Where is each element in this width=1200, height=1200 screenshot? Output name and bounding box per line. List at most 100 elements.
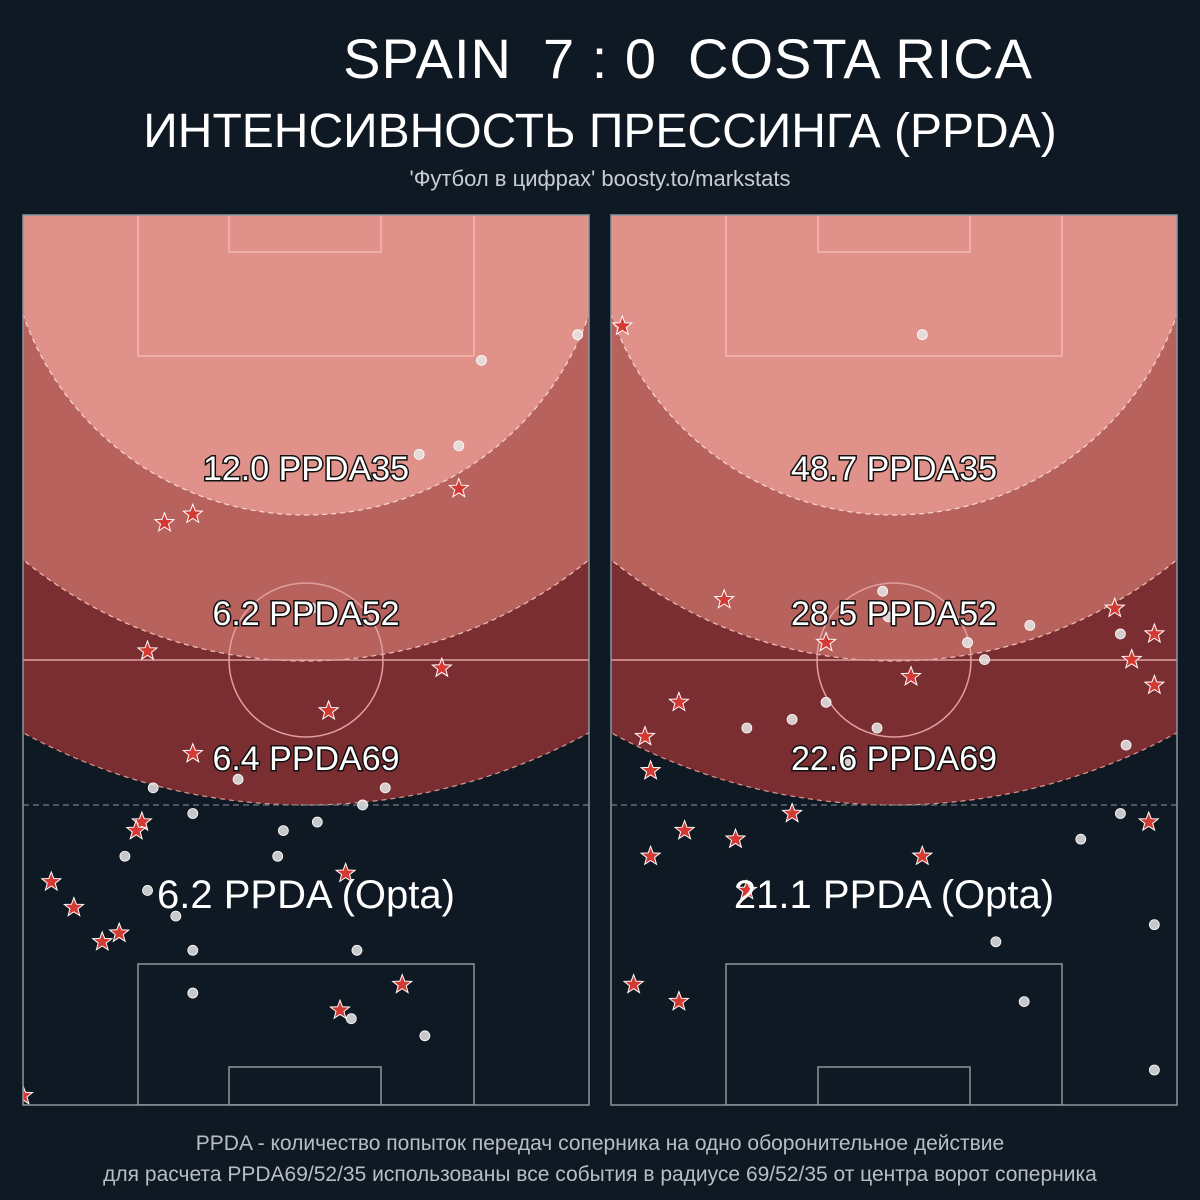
event-dot <box>142 885 153 896</box>
event-star <box>63 896 85 917</box>
penalty-box-bottom <box>137 963 475 1105</box>
away-team-name: COSTA RICA <box>688 27 1034 90</box>
event-dot <box>882 611 894 623</box>
home-team-name: SPAIN <box>343 27 512 90</box>
ppda69-label-away: 22.6 PPDA69 <box>791 740 997 778</box>
event-star <box>329 998 351 1020</box>
event-star <box>611 314 634 336</box>
event-dot <box>1018 996 1030 1007</box>
ppda-opta-label-away: 21.1 PPDA (Opta) <box>734 873 1054 917</box>
footer-notes: PPDA - количество попыток передач соперн… <box>0 1128 1200 1190</box>
ppda52-label-away: 28.5 PPDA52 <box>791 595 997 633</box>
event-dot <box>345 1013 357 1025</box>
event-star <box>130 810 153 832</box>
event-star <box>447 477 470 498</box>
ppda52-label-home: 6.2 PPDA52 <box>212 595 399 633</box>
event-star <box>181 742 204 763</box>
event-dot <box>170 910 182 922</box>
event-star <box>1143 673 1166 695</box>
event-dot <box>916 329 928 341</box>
event-dot <box>272 850 284 862</box>
event-dot <box>786 714 798 725</box>
six-yard-box-bottom <box>817 1066 971 1105</box>
event-star <box>136 639 159 661</box>
zone-35 <box>611 215 1177 515</box>
event-dot <box>871 722 883 734</box>
event-dot <box>147 782 159 794</box>
penalty-box-top <box>137 215 475 357</box>
event-star <box>23 1084 34 1105</box>
event-star <box>673 819 696 840</box>
source-credit: 'Футбол в цифрах' boosty.to/markstats <box>409 166 791 191</box>
match-title: SPAIN 7 : 0 COSTA RICA <box>0 26 1200 351</box>
event-star <box>430 656 453 678</box>
center-circle <box>228 582 384 738</box>
event-dot <box>232 773 244 785</box>
event-dot <box>1075 833 1087 845</box>
penalty-box-top <box>725 215 1063 357</box>
zone-35 <box>23 215 589 515</box>
event-star <box>639 759 662 780</box>
event-dot <box>311 816 323 828</box>
header: SPAIN 7 : 0 COSTA RICA ИНТЕНСИВНОСТЬ ПРЕ… <box>0 0 1200 210</box>
penalty-box-bottom <box>725 963 1063 1105</box>
event-star <box>153 511 176 533</box>
event-dot <box>877 585 889 597</box>
event-dot <box>741 722 753 734</box>
event-dot <box>277 825 289 836</box>
event-star <box>40 870 63 892</box>
center-circle <box>816 582 972 738</box>
event-dot <box>476 354 487 366</box>
event-star <box>391 973 414 994</box>
ppda69-label-home: 6.4 PPDA69 <box>212 740 399 778</box>
event-star <box>1137 810 1160 832</box>
event-dot <box>1115 628 1126 640</box>
event-dot <box>413 448 425 460</box>
event-dot <box>187 944 199 956</box>
pitch-panel-home: 12.0 PPDA35 6.2 PPDA52 6.4 PPDA69 6.2 PP… <box>22 214 590 1106</box>
event-dot <box>119 850 131 862</box>
pitch-outline-home <box>22 214 590 1106</box>
event-dot <box>187 808 199 819</box>
event-star <box>911 844 934 866</box>
event-dot <box>1024 620 1036 631</box>
event-dot <box>820 696 832 708</box>
event-dot <box>1120 739 1132 751</box>
event-star <box>634 725 656 746</box>
event-dot <box>843 756 855 768</box>
event-dot <box>379 782 391 794</box>
event-dot <box>962 637 973 648</box>
event-star <box>622 973 645 994</box>
event-star <box>1143 622 1166 644</box>
footer-line-2: для расчета PPDA69/52/35 использованы вс… <box>103 1163 1097 1186</box>
event-star <box>900 665 922 686</box>
pitch-outline-away <box>610 214 1178 1106</box>
pitch-panel-away: 48.7 PPDA35 28.5 PPDA52 22.6 PPDA69 21.1… <box>610 214 1178 1106</box>
event-dot <box>572 329 584 341</box>
event-star <box>1120 648 1143 669</box>
six-yard-box-top <box>228 215 382 253</box>
event-dot <box>306 602 318 614</box>
event-marks-home <box>23 329 584 1105</box>
event-dot <box>419 1030 431 1042</box>
match-score: 7 : 0 <box>543 27 657 90</box>
event-dot <box>357 799 369 811</box>
event-star <box>125 819 148 840</box>
event-dot <box>1115 808 1126 819</box>
event-star <box>181 502 204 524</box>
chart-subtitle: ИНТЕНСИВНОСТЬ ПРЕССИНГА (PPDA) <box>143 105 1057 158</box>
ppda35-label-away: 48.7 PPDA35 <box>791 450 997 488</box>
event-dot <box>979 654 990 665</box>
ppda-opta-label-home: 6.2 PPDA (Opta) <box>157 873 455 917</box>
event-star <box>668 990 690 1011</box>
ppda35-label-home: 12.0 PPDA35 <box>203 450 409 488</box>
event-dot <box>1148 1064 1160 1076</box>
event-star <box>781 802 803 823</box>
event-star <box>735 879 758 900</box>
event-dot <box>351 944 363 956</box>
event-star <box>639 844 662 866</box>
event-dot <box>187 987 199 999</box>
zone-35-border <box>23 312 589 516</box>
event-marks-away <box>611 314 1166 1076</box>
